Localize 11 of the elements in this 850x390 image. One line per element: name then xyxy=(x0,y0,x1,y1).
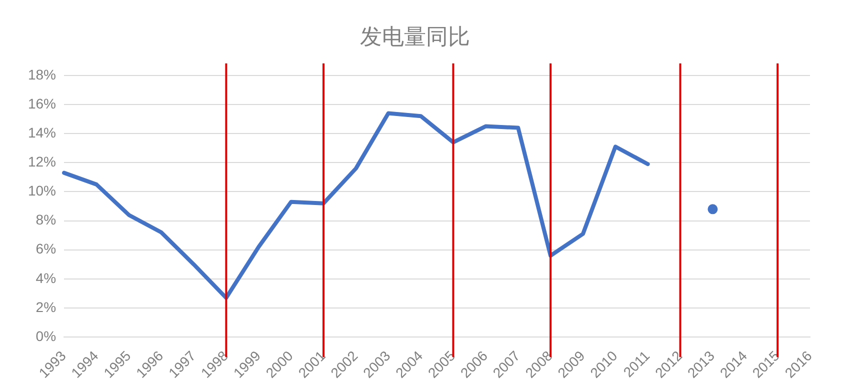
y-tick-label: 2% xyxy=(36,298,56,315)
y-tick-label: 16% xyxy=(28,95,56,112)
y-tick-label: 12% xyxy=(28,153,56,170)
y-tick-label: 0% xyxy=(36,328,56,344)
chart-title: 发电量同比 xyxy=(360,24,470,50)
y-tick-label: 6% xyxy=(36,240,56,257)
y-tick-label: 4% xyxy=(36,270,56,286)
y-tick-label: 10% xyxy=(28,182,56,199)
y-tick-label: 14% xyxy=(28,124,56,140)
y-tick-label: 8% xyxy=(36,212,56,228)
y-tick-label: 18% xyxy=(28,66,56,82)
